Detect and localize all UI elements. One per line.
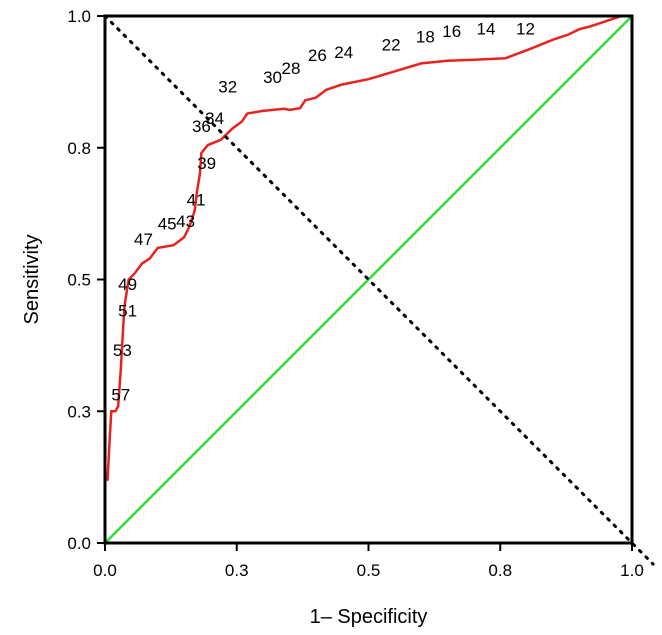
cutoff-point-label: 53 [113,341,132,360]
y-tick-label: 1.0 [67,7,91,26]
y-tick-label: 0.8 [67,139,91,158]
cutoff-point-label: 41 [187,191,206,210]
cutoff-point-label: 26 [308,46,327,65]
x-tick-label: 0.3 [225,561,249,580]
y-axis-title: Sensitivity [21,234,43,324]
cutoff-point-label: 28 [282,59,301,78]
y-tick-label: 0.0 [67,534,91,553]
x-tick-label: 1.0 [620,561,644,580]
ticks-layer: 0.0 0.3 0.5 0.8 1.0 0.0 0.3 0.5 0.8 1.0 [67,7,643,580]
reference-diagonal-line [103,14,634,545]
cutoff-point-label: 14 [477,19,496,38]
cutoff-point-label: 34 [205,109,224,128]
cutoff-dotted-line [103,14,655,566]
cutoff-point-label: 51 [118,301,137,320]
cutoff-point-label: 39 [197,154,216,173]
cutoff-point-label: 32 [218,77,237,96]
y-tick-label: 0.5 [67,271,91,290]
cutoff-point-label: 22 [382,35,401,54]
curves-layer [103,14,655,566]
cutoff-point-label: 30 [263,68,282,87]
cutoff-point-label: 47 [134,230,153,249]
cutoff-point-label: 24 [334,43,353,62]
cutoff-point-label: 16 [442,22,461,41]
cutoff-point-label: 36 [192,117,211,136]
cutoff-point-label: 18 [416,27,435,46]
x-tick-label: 0.5 [357,561,381,580]
y-tick-label: 0.3 [67,402,91,421]
cutoff-point-label: 43 [176,212,195,231]
x-tick-label: 0.8 [488,561,512,580]
cutoff-point-label: 12 [516,19,535,38]
x-tick-label: 0.0 [93,561,117,580]
cutoff-point-label: 57 [111,386,130,405]
cutoff-point-label: 45 [158,214,177,233]
roc-curve-line [106,14,634,482]
cutoff-point-label: 49 [118,275,137,294]
x-axis-title: 1– Specificity [310,606,428,628]
